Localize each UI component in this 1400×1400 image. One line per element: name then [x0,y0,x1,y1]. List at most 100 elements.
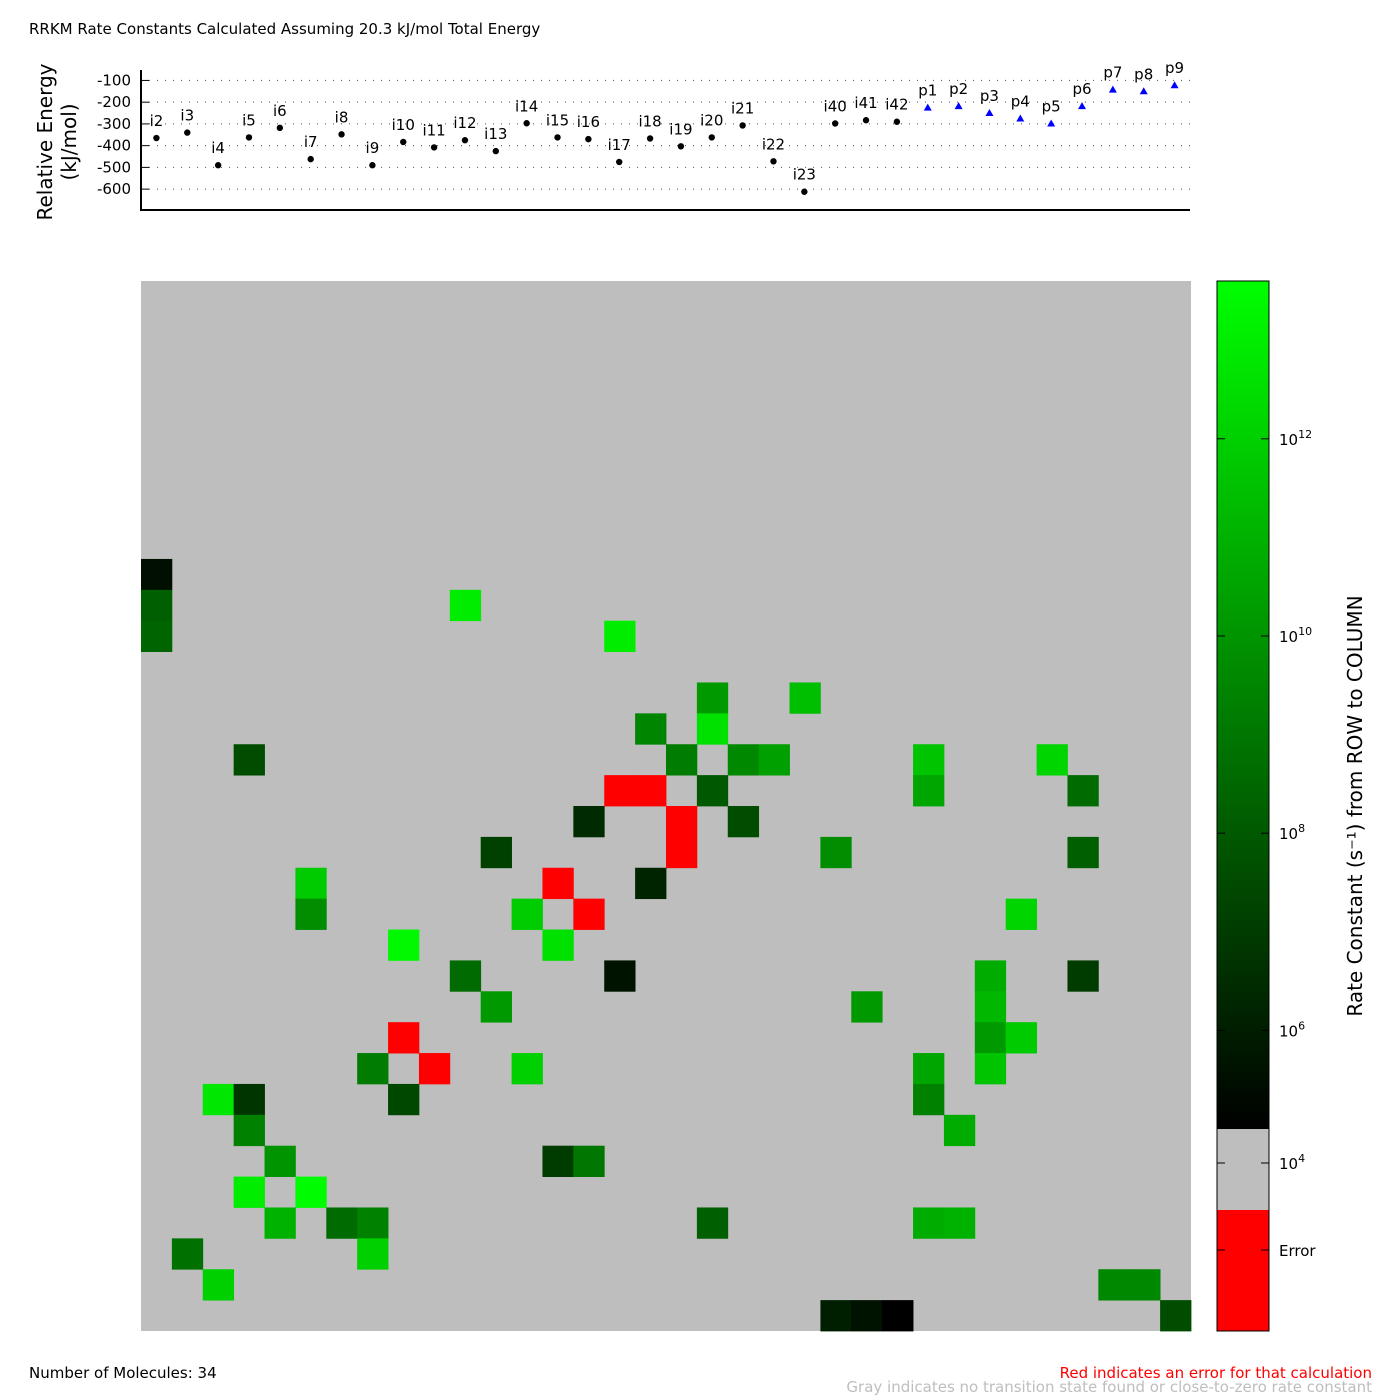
energy-y-tick-label: -400 [97,137,131,155]
molecule-count: Number of Molecules: 34 [29,1364,217,1382]
energy-point-label: i11 [422,121,445,139]
intermediate-marker [369,162,376,169]
energy-point-i17: i17 [608,136,631,166]
energy-point-label: i5 [242,111,256,129]
energy-point-i14: i14 [515,97,538,127]
energy-point-label: p8 [1134,65,1153,83]
heatmap-cell [480,991,512,1023]
heatmap-cell [573,1145,605,1177]
intermediate-marker [616,158,623,166]
energy-point-label: i9 [366,139,380,157]
energy-point-p9: p9 [1165,59,1184,89]
heatmap-cell [974,1053,1007,1085]
product-marker [923,103,932,111]
intermediate-marker [400,138,407,146]
energy-point-p4: p4 [1011,92,1030,122]
heatmap-cell [480,836,512,869]
energy-point-label: i16 [577,113,600,131]
energy-point-i3: i3 [180,107,194,136]
heatmap-cell [974,960,1007,992]
product-marker [1078,102,1087,110]
heatmap-cell [727,744,760,776]
heatmap-cell [913,1207,945,1239]
heatmap-cell [233,744,265,776]
product-marker [1139,87,1148,95]
heatmap-cell [1036,744,1068,776]
energy-point-i10: i10 [392,116,415,146]
colorbar-error-label: Error [1279,1242,1316,1260]
intermediate-marker [554,134,561,141]
heatmap-cell [357,1207,389,1239]
intermediate-marker [184,129,191,136]
intermediate-marker [831,120,839,127]
energy-point-label: i41 [854,94,877,112]
energy-point-i8: i8 [335,108,349,138]
heatmap-cell [820,1300,852,1332]
energy-point-label: p3 [980,87,999,105]
energy-point-i7: i7 [304,133,318,163]
energy-y-tick-label: -200 [97,93,131,111]
energy-point-i6: i6 [273,102,287,132]
energy-point-label: i22 [762,135,785,153]
energy-point-p3: p3 [980,87,999,117]
heatmap-cell [141,558,173,591]
energy-ylabel-line2: (kJ/mol) [57,103,81,180]
heatmap-cell-error [388,1022,420,1054]
intermediate-marker [739,122,746,129]
energy-point-label: i7 [304,133,318,151]
heatmap-cell [974,991,1007,1023]
energy-point-label: i15 [546,111,569,129]
heatmap-cell [1098,1269,1130,1301]
heatmap-cell [758,744,790,776]
energy-point-label: i20 [700,111,723,129]
heatmap-cell [326,1207,358,1239]
heatmap-cell [511,898,543,930]
energy-point-p6: p6 [1072,80,1092,110]
heatmap-cell [913,1083,945,1116]
energy-point-i18: i18 [638,112,662,142]
heatmap-cell [357,1053,389,1085]
product-marker [1047,119,1056,127]
intermediate-marker [338,131,345,138]
energy-point-label: i13 [484,125,507,143]
product-marker [1108,85,1117,93]
intermediate-marker [492,147,500,155]
intermediate-marker [430,144,438,151]
heatmap-cell [141,589,173,622]
colorbar-gradient [1217,281,1269,1129]
intermediate-marker [801,188,808,195]
energy-point-i40: i40 [824,97,847,127]
product-marker [954,102,963,110]
energy-ylabel-line1: Relative Energy [33,63,57,220]
heatmap-cell [789,682,821,714]
colorbar-tick-label: 104 [1279,1152,1305,1173]
energy-point-label: i8 [335,108,349,126]
heatmap-cell [511,1053,543,1085]
energy-points: i2 i3 i4 i5 i6 i7 i8 i9 i10 i11 i12 i13 i14 i15 i16 i17… [150,59,1184,195]
energy-point-label: i3 [180,107,194,125]
energy-point-label: i19 [669,120,692,138]
energy-point-label: i23 [793,166,816,184]
energy-point-label: i42 [885,96,908,114]
intermediate-marker [708,134,715,141]
energy-point-label: i6 [273,102,287,120]
heatmap-cell [171,1238,204,1270]
energy-point-i16: i16 [577,113,600,143]
heatmap-cell [727,806,760,838]
energy-point-label: i2 [150,112,164,130]
heatmap-cell [666,744,698,776]
heatmap-cell-error [542,867,574,900]
heatmap-cell [974,1022,1007,1054]
energy-point-i13: i13 [484,125,507,155]
heatmap-cell [913,744,945,776]
heatmap-cell [388,1083,420,1116]
energy-point-p2: p2 [949,80,968,110]
heatmap-cell-error [604,775,636,807]
heatmap-cell-error [666,836,698,869]
heatmap-cell [1129,1269,1161,1301]
energy-point-label: i12 [453,114,476,132]
heatmap-cell [388,929,420,961]
heatmap-cell [913,775,945,807]
energy-point-i9: i9 [366,139,380,169]
energy-point-p1: p1 [918,82,937,111]
